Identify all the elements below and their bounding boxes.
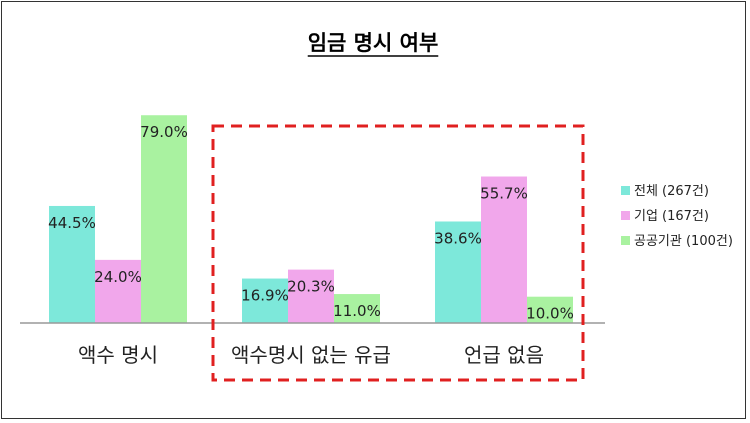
category-label: 액수 명시 [78, 343, 158, 367]
bar [141, 115, 187, 323]
value-labels-layer: 44.5% 24.0% 79.0% 16.9%20.3% 11.0% 38.6% 55.7%… [48, 123, 574, 322]
legend-label: 전체 (267건) [634, 184, 709, 199]
legend-label: 공공기관 (100건) [634, 234, 733, 249]
category-labels-layer: 액수 명시 액수명시 없는 유급 언급 없음 [78, 343, 544, 367]
category-label: 언급 없음 [464, 343, 544, 367]
legend: 전체 (267건) 기업 (167건) 공공기관 (100건) [621, 184, 733, 249]
value-label: 16.9% [241, 287, 289, 305]
value-label: 11.0% [333, 302, 381, 320]
value-label: 44.5% [48, 214, 96, 232]
legend-swatch [621, 186, 630, 195]
bar [288, 269, 334, 323]
value-label: 55.7% [480, 185, 528, 203]
value-label: 10.0% [526, 305, 574, 323]
bar [95, 259, 141, 323]
bar [242, 278, 288, 323]
value-label: 20.3% [287, 278, 335, 296]
bar [435, 221, 481, 323]
legend-swatch [621, 211, 630, 220]
legend-swatch [621, 236, 630, 245]
value-label: 38.6% [434, 229, 482, 247]
legend-label: 기업 (167건) [634, 209, 709, 224]
bar [49, 205, 95, 323]
value-label: 79.0% [140, 123, 188, 141]
value-label: 24.0% [94, 268, 142, 286]
bar [334, 294, 380, 323]
bar [527, 296, 573, 323]
category-label: 액수명시 없는 유급 [231, 343, 391, 367]
chart-title: 임금 명시 여부 [308, 31, 439, 55]
bar [481, 176, 527, 323]
bars-layer [49, 115, 573, 323]
highlight-box [211, 124, 585, 382]
